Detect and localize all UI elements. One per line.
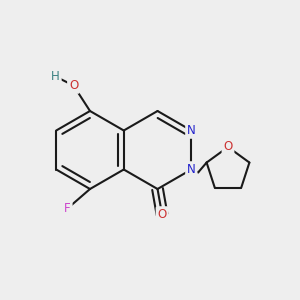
Text: O: O (158, 208, 167, 221)
Text: H: H (51, 70, 60, 83)
Text: N: N (187, 124, 196, 137)
Text: F: F (64, 202, 71, 215)
Text: O: O (224, 140, 232, 154)
Text: O: O (69, 79, 78, 92)
Text: N: N (187, 163, 196, 176)
